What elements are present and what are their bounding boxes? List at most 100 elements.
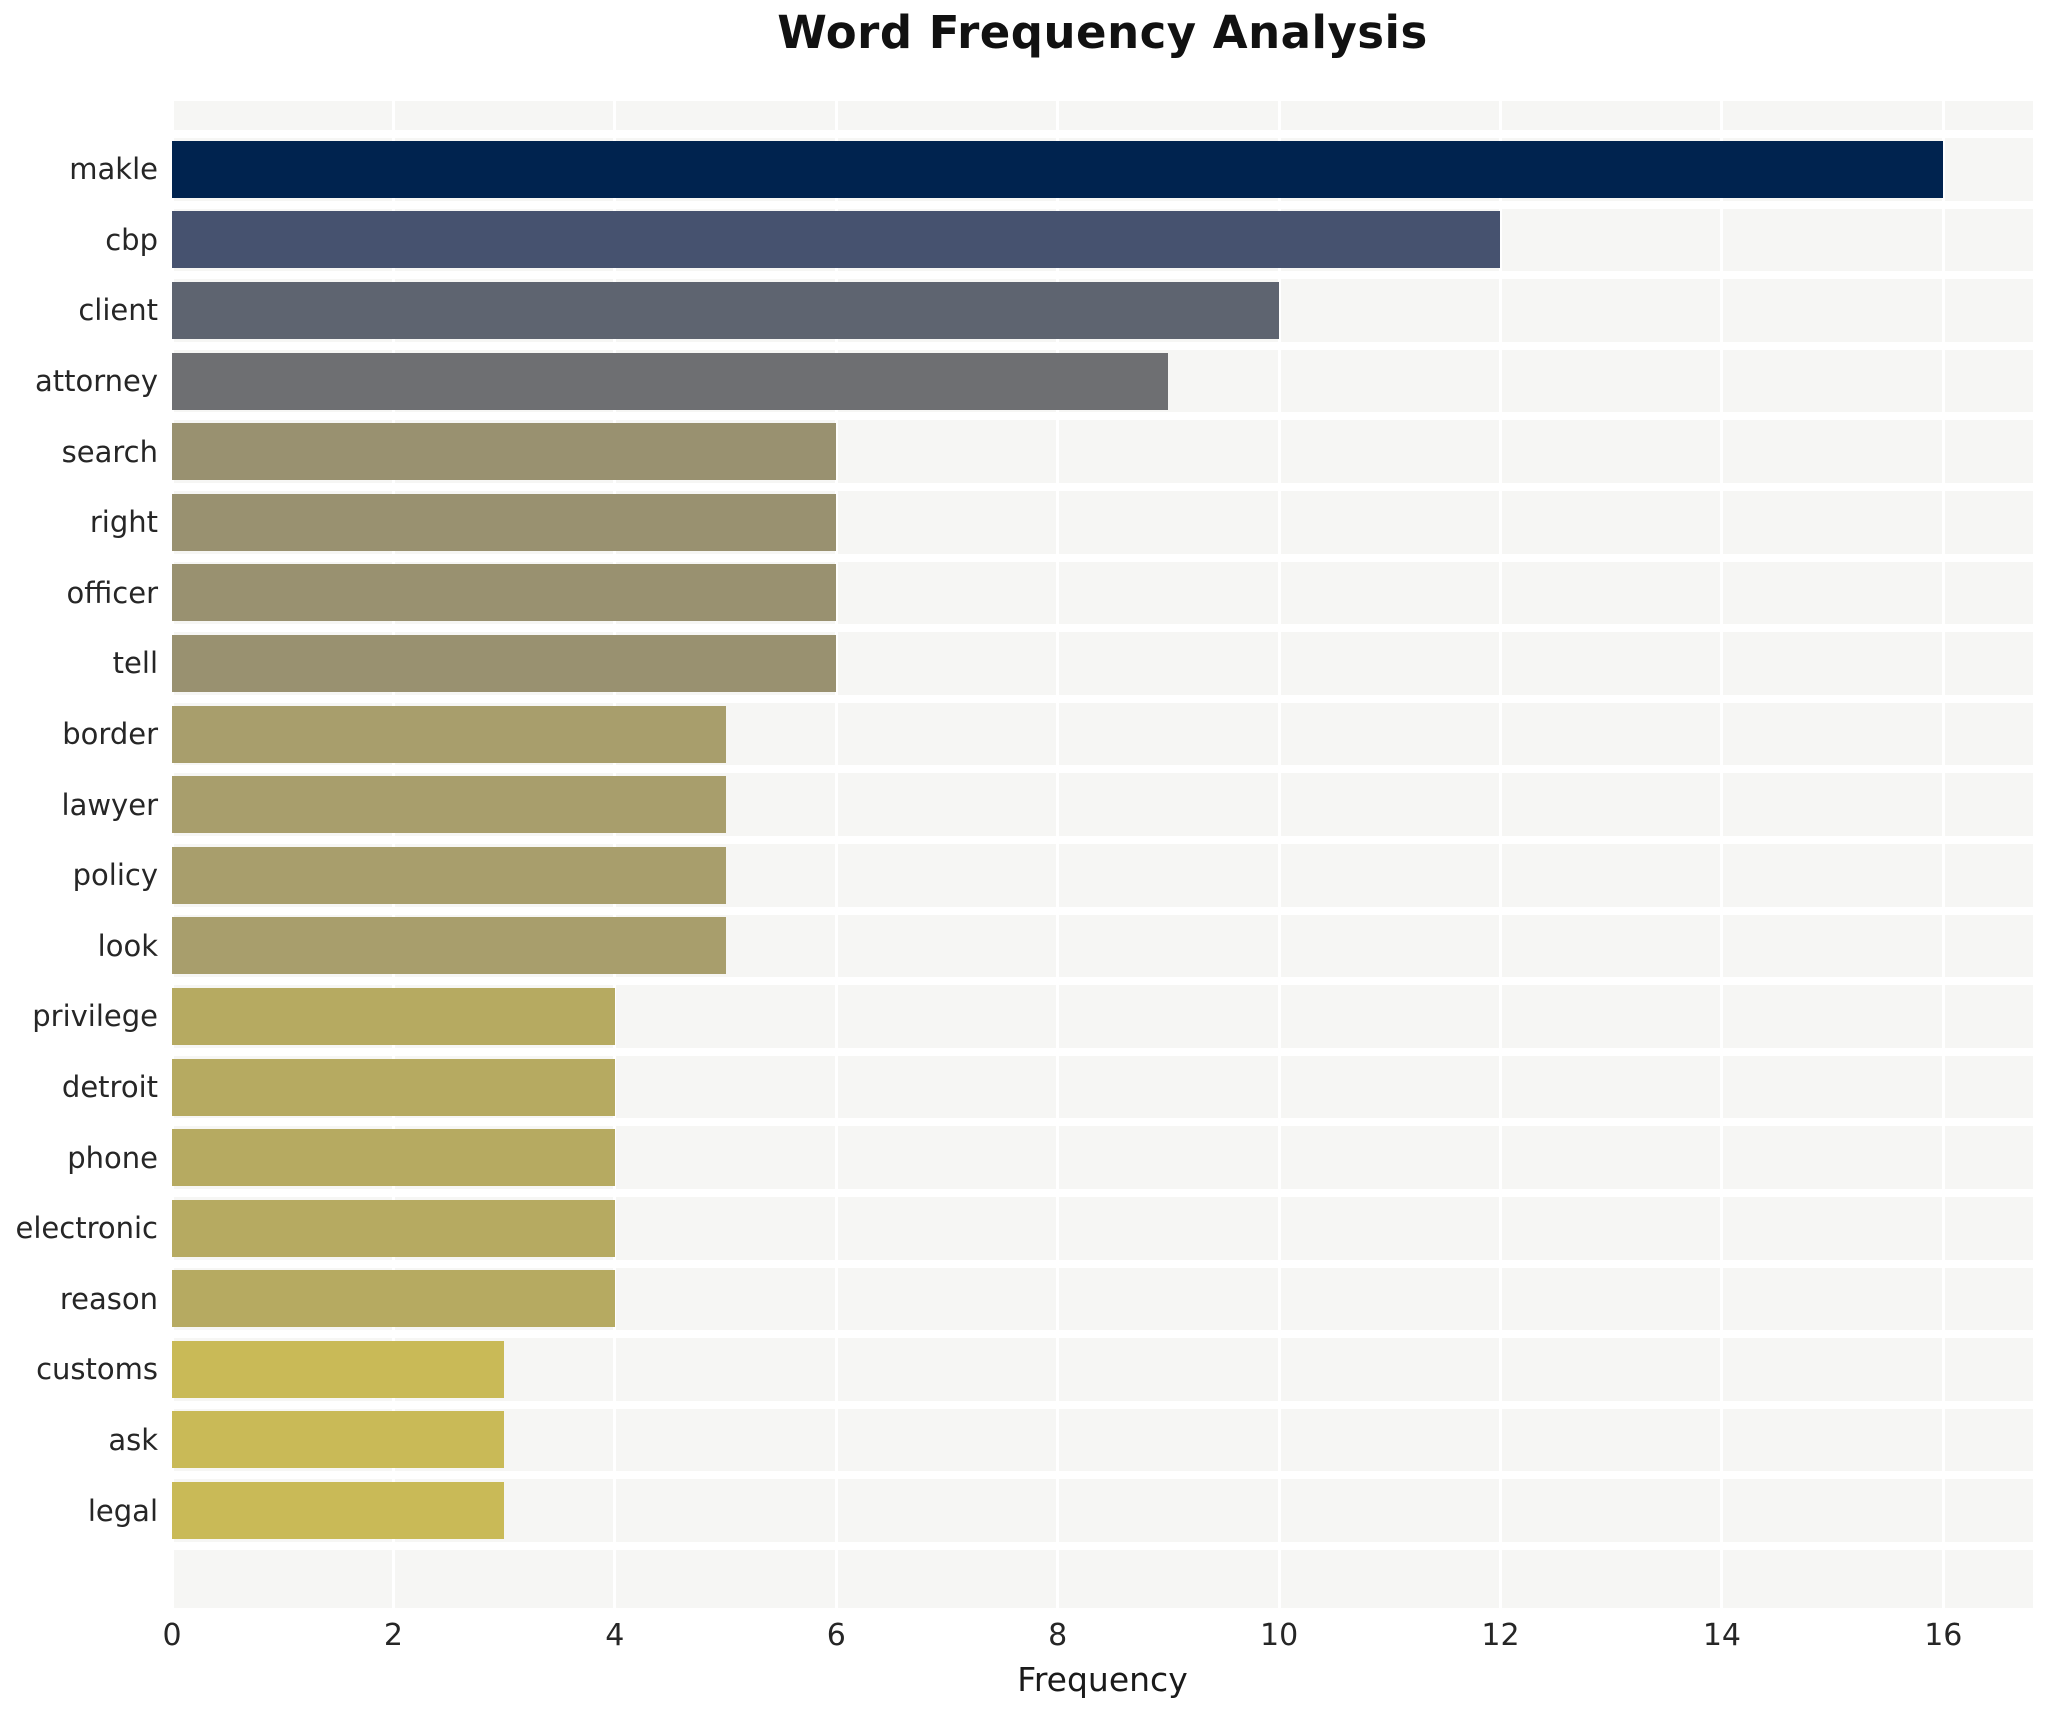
- gridline-vertical: [1056, 101, 1060, 1608]
- bar: [172, 917, 726, 975]
- chart-title: Word Frequency Analysis: [777, 6, 1428, 59]
- y-axis-label: policy: [72, 858, 158, 893]
- bar-row: ask: [108, 1400, 2033, 1476]
- x-tick-label: 2: [383, 1618, 403, 1653]
- bar: [172, 140, 1944, 198]
- x-axis-title: Frequency: [1017, 1660, 1188, 1699]
- row-divider-gridline: [172, 765, 2033, 774]
- y-axis-label: attorney: [34, 364, 158, 399]
- y-axis-label: right: [89, 505, 158, 540]
- bar-row: client: [78, 271, 2033, 346]
- row-divider-gridline: [172, 1330, 2033, 1339]
- bar-row: phone: [67, 1118, 2033, 1193]
- gridline-vertical: [1720, 101, 1724, 1608]
- bar-row: reason: [60, 1259, 2033, 1335]
- row-divider-gridline: [172, 1259, 2033, 1268]
- bar-row: lawyer: [62, 765, 2033, 840]
- bar-rows: makle cbp client attorney search right officer…: [16, 130, 2033, 1554]
- row-divider-gridline: [172, 412, 2033, 421]
- y-axis-label: privilege: [32, 999, 158, 1034]
- row-divider-gridline: [172, 1541, 2033, 1550]
- bar: [172, 1411, 505, 1469]
- bar-row: customs: [36, 1330, 2033, 1405]
- y-axis-label: makle: [69, 152, 158, 187]
- gridline-vertical: [1498, 101, 1502, 1608]
- row-divider-gridline: [172, 200, 2033, 209]
- row-divider-gridline: [172, 341, 2033, 350]
- bar: [172, 1129, 615, 1187]
- bar-row: attorney: [35, 341, 2033, 417]
- y-axis-label: phone: [67, 1140, 158, 1175]
- bar-row: electronic: [16, 1188, 2033, 1264]
- row-divider-gridline: [172, 1047, 2033, 1056]
- bar: [172, 1340, 505, 1398]
- bar: [172, 281, 1280, 339]
- row-divider-gridline: [172, 482, 2033, 491]
- row-divider-gridline: [172, 130, 2033, 138]
- y-axis-label: search: [61, 434, 158, 469]
- gridline-vertical: [1941, 101, 1945, 1608]
- bar: [172, 1199, 615, 1257]
- bar: [172, 1270, 615, 1328]
- y-axis-label: border: [62, 717, 158, 752]
- bar: [172, 1058, 615, 1116]
- x-tick-label: 4: [605, 1618, 625, 1653]
- x-tick-label: 10: [1259, 1618, 1299, 1653]
- y-axis-label: reason: [59, 1281, 158, 1316]
- bar: [172, 211, 1501, 269]
- x-tick-label: 8: [1048, 1618, 1068, 1653]
- row-divider-gridline: [172, 1118, 2033, 1127]
- row-divider-gridline: [172, 1471, 2033, 1480]
- bar: [172, 987, 615, 1045]
- row-divider-gridline: [172, 1400, 2033, 1409]
- bar-row: makle: [69, 130, 2033, 205]
- y-axis-label: ask: [108, 1422, 158, 1457]
- bar-row: officer: [67, 553, 2033, 629]
- gridline-vertical: [834, 101, 838, 1608]
- bar: [172, 705, 726, 763]
- row-divider-gridline: [172, 977, 2033, 986]
- row-divider-gridline: [172, 624, 2033, 633]
- y-axis-label: look: [97, 928, 158, 963]
- y-axis-label: officer: [66, 575, 159, 610]
- y-axis-label: cbp: [105, 222, 158, 257]
- x-tick-label: 14: [1702, 1618, 1741, 1653]
- bar: [172, 423, 837, 481]
- bar-row: legal: [88, 1471, 2033, 1546]
- row-divider-gridline: [172, 835, 2033, 844]
- row-divider-gridline: [172, 694, 2033, 703]
- bar-row: search: [62, 412, 2033, 487]
- y-axis-label: customs: [36, 1352, 158, 1387]
- bar-row: tell: [113, 624, 2033, 699]
- x-tick-label: 0: [162, 1618, 182, 1653]
- x-tick-label: 16: [1924, 1618, 1963, 1653]
- bar: [172, 1482, 505, 1540]
- bar: [172, 493, 837, 551]
- row-divider-gridline: [172, 553, 2033, 562]
- bar-row: border: [62, 694, 2033, 770]
- y-axis-label: tell: [112, 646, 158, 681]
- bar-row: privilege: [32, 977, 2033, 1052]
- x-tick-label: 12: [1481, 1618, 1520, 1653]
- y-axis-label: lawyer: [61, 787, 158, 822]
- bar: [172, 634, 837, 692]
- bar-row: look: [98, 906, 2033, 982]
- bar: [172, 352, 1169, 410]
- y-axis-label: client: [78, 293, 158, 328]
- bar: [172, 776, 726, 834]
- bar-row: cbp: [105, 200, 2033, 276]
- row-divider-gridline: [172, 1188, 2033, 1197]
- bar-row: right: [90, 482, 2033, 558]
- x-tick-label: 6: [826, 1618, 846, 1653]
- plot-area: makle cbp client attorney search right officer…: [16, 101, 2033, 1608]
- row-divider-gridline: [172, 271, 2033, 280]
- row-divider-gridline: [172, 906, 2033, 915]
- bar-row: detroit: [62, 1047, 2033, 1123]
- y-axis-label: legal: [87, 1493, 158, 1528]
- y-axis-label: detroit: [61, 1070, 158, 1105]
- gridline-vertical: [1277, 101, 1281, 1608]
- y-axis-label: electronic: [15, 1211, 158, 1246]
- bar: [172, 564, 837, 622]
- bar-row: policy: [73, 835, 2033, 911]
